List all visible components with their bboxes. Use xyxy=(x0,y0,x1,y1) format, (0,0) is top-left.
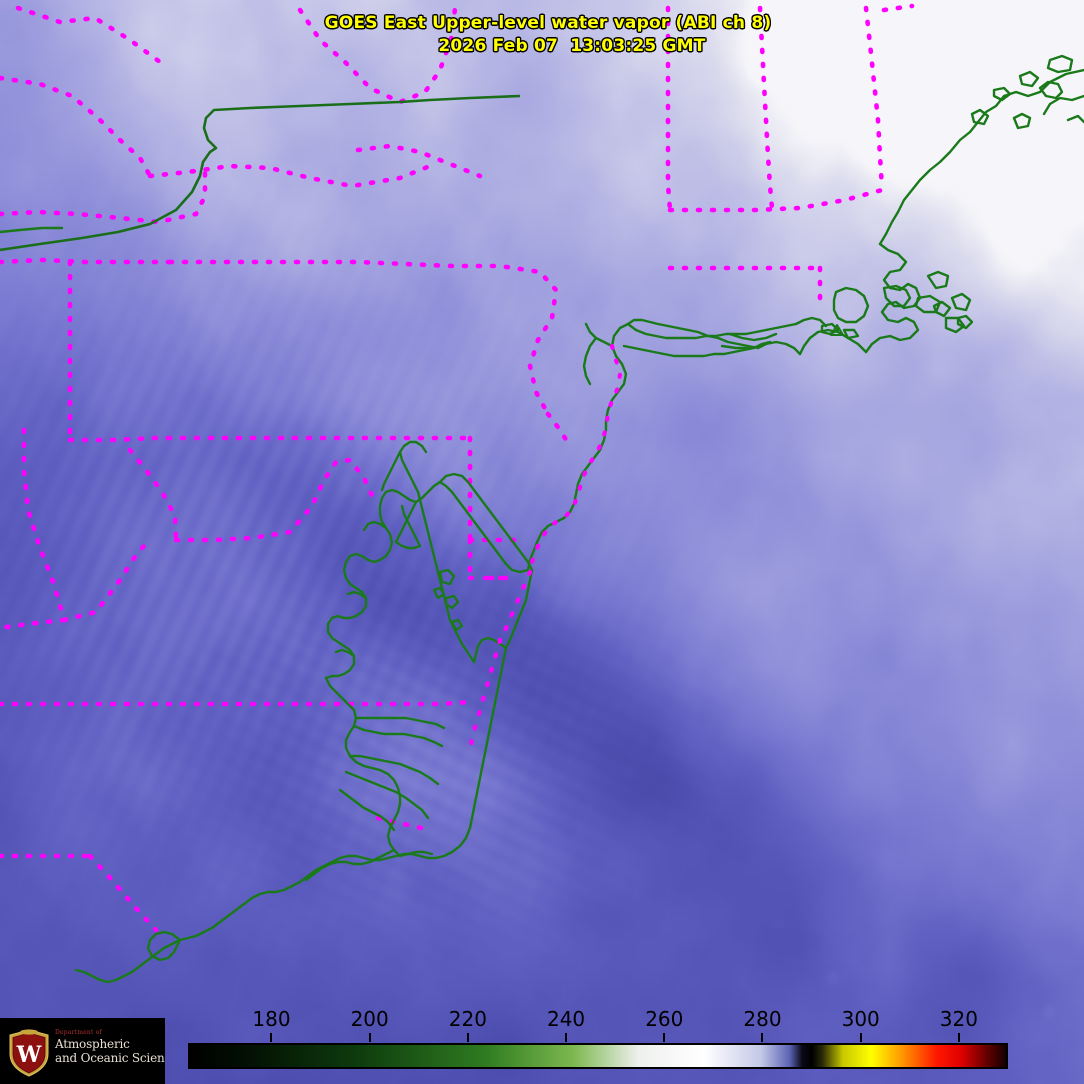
colorbar-tick-mark xyxy=(859,1033,862,1042)
colorbar-gradient-bar[interactable] xyxy=(188,1043,1008,1069)
colorbar-tick-mark xyxy=(270,1033,273,1042)
colorbar-tick-mark xyxy=(565,1033,568,1042)
logo-dept-name-line1: Atmospheric xyxy=(55,1037,130,1051)
colorbar-tick-label: 180 xyxy=(252,1007,291,1031)
international-border-line xyxy=(0,94,521,252)
colorbar-tick-label: 300 xyxy=(841,1007,880,1031)
colorbar-tick-mark xyxy=(368,1033,371,1042)
logo-dept-prefix: Department of xyxy=(55,1029,102,1036)
colorbar-tick-label: 320 xyxy=(939,1007,978,1031)
colorbar-tick-label: 220 xyxy=(448,1007,487,1031)
colorbar-tick-label: 240 xyxy=(546,1007,586,1031)
colorbar-tick-labels: 180 200 220 240 260 280 300 320 xyxy=(0,1005,1084,1035)
logo-text-block: Department of Atmospheric and Oceanic Sc… xyxy=(55,1029,165,1065)
uw-crest-icon: W xyxy=(9,1029,49,1077)
colorbar-tick-mark xyxy=(466,1033,469,1042)
svg-text:W: W xyxy=(16,1042,42,1068)
colorbar-tick-label: 280 xyxy=(743,1007,782,1031)
colorbar[interactable]: 180 200 220 240 260 280 300 320 xyxy=(0,1005,1084,1084)
institution-logo[interactable]: W Department of Atmospheric and Oceanic … xyxy=(0,1018,165,1084)
colorbar-tick-mark xyxy=(957,1033,960,1042)
colorbar-tick-label: 260 xyxy=(645,1007,684,1031)
logo-dept-name-line2: and Oceanic Sciences xyxy=(55,1051,165,1065)
coastline-vectors xyxy=(0,54,1084,984)
coastal-state-border-dots xyxy=(467,343,623,755)
colorbar-tick-mark xyxy=(761,1033,764,1042)
state-border-lines xyxy=(0,3,915,933)
colorbar-gradient-fill xyxy=(190,1045,1006,1067)
colorbar-tick-label: 200 xyxy=(350,1007,389,1031)
colorbar-tick-mark xyxy=(663,1033,666,1042)
